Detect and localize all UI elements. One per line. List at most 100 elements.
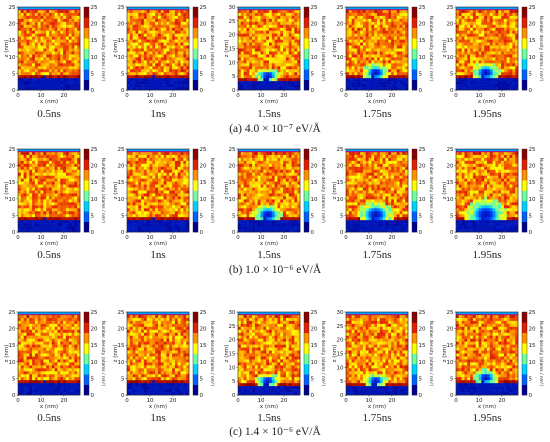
y-tick-label: 5	[450, 71, 454, 77]
time-label: 1ns	[150, 412, 166, 424]
colorbar-label: Number density (atoms / nm³)	[320, 158, 326, 224]
x-tick-label: 0	[344, 235, 348, 241]
y-tick-label: 20	[337, 22, 344, 28]
y-tick-label: 25	[9, 5, 16, 11]
time-label: 1.5ns	[257, 249, 281, 261]
colorbar-tick-label: 10	[91, 55, 98, 61]
colorbar-label: Number density (atoms / nm³)	[428, 16, 434, 82]
colorbar-segment	[412, 353, 417, 365]
colorbar-segment	[412, 211, 417, 222]
time-label: 1.75ns	[362, 108, 392, 120]
colorbar-segment	[522, 211, 527, 222]
colorbar-tick-label: 25	[529, 147, 536, 153]
x-tick-label: 10	[475, 93, 482, 99]
y-tick-label: 5	[12, 71, 16, 77]
colorbar-tick-label: 5	[91, 213, 95, 219]
heatmap-cells	[127, 312, 190, 396]
x-axis-label: x (nm)	[149, 99, 167, 105]
colorbar-segment	[193, 353, 198, 365]
heatmap-cells	[18, 7, 81, 91]
colorbar-segment	[522, 169, 527, 181]
heatmap-cells	[127, 7, 190, 91]
time-label: 1.95ns	[472, 108, 502, 120]
colorbar-tick-label: 10	[529, 55, 536, 61]
x-tick-label: 10	[37, 93, 44, 99]
colorbar-segment	[84, 38, 89, 49]
y-tick-label: 15	[9, 343, 16, 349]
colorbar-segment	[304, 322, 309, 334]
y-tick-label: 10	[337, 365, 344, 371]
colorbar-segment	[522, 7, 527, 18]
x-tick-label: 20	[280, 93, 287, 99]
x-tick-label: 20	[169, 235, 176, 241]
x-tick-label: 10	[365, 235, 372, 241]
y-tick-label: 5	[12, 213, 16, 219]
colorbar-label: Number density (atoms / nm³)	[320, 321, 326, 387]
colorbar-segment	[84, 363, 89, 375]
colorbar-segment	[522, 200, 527, 212]
colorbar-tick-label: 25	[311, 147, 318, 153]
x-axis-label: x (nm)	[40, 404, 58, 410]
colorbar-segment	[84, 180, 89, 191]
colorbar-segment	[193, 312, 198, 323]
colorbar-segment	[304, 343, 309, 354]
x-tick-label: 10	[365, 93, 372, 99]
x-tick-label: 0	[344, 93, 348, 99]
row-caption: (c) 1.4 × 10⁻⁶ eV/Å	[229, 426, 321, 438]
y-tick-label: 10	[447, 197, 454, 203]
x-axis-label: x (nm)	[40, 241, 58, 247]
time-label: 1.95ns	[472, 412, 502, 424]
x-tick-label: 10	[257, 235, 264, 241]
x-tick-label: 20	[60, 93, 67, 99]
y-tick-label: 10	[9, 55, 16, 61]
heatmap-panel: 0 5 10 15 20 25 0 10 20 x (nm) z (nm) 0 5 10 15 20 25 Num…	[440, 146, 550, 247]
y-axis-label: z (nm)	[4, 345, 10, 363]
colorbar-segment	[193, 38, 198, 49]
y-axis-label: z (nm)	[224, 345, 230, 363]
heatmap-panel: 0 5 10 15 20 25 0 10 20 x (nm) z (nm) 0 5 10 15 20 25 Num…	[111, 309, 221, 410]
colorbar-tick-label: 5	[529, 213, 533, 219]
colorbar-tick-label: 20	[311, 164, 318, 170]
time-label: 1ns	[150, 249, 166, 261]
y-tick-label: 25	[447, 5, 454, 11]
colorbar-segment	[412, 58, 417, 70]
colorbar-tick-label: 10	[311, 360, 318, 366]
heatmap-panel: 0 5 10 15 20 25 0 10 20 x (nm) z (nm) 0 5 10 15 20 25 Num…	[2, 309, 112, 410]
colorbar-segment	[193, 200, 198, 212]
colorbar-segment	[193, 149, 198, 160]
heatmap-panel: 0 5 10 15 20 25 0 10 20 x (nm) z (nm) 0 5 10 15 20 25 Num…	[111, 4, 221, 105]
colorbar-tick-label: 5	[311, 71, 315, 77]
time-label: 0.5ns	[37, 108, 61, 120]
row-caption: (b) 1.0 × 10⁻⁶ eV/Å	[228, 264, 322, 276]
colorbar-tick-label: 5	[529, 71, 533, 77]
colorbar-segment	[193, 159, 198, 171]
colorbar-segment	[304, 48, 309, 60]
y-tick-label: 25	[229, 324, 236, 330]
y-axis-label: z (nm)	[332, 40, 338, 58]
colorbar-label: Number density (atoms / nm³)	[428, 321, 434, 387]
colorbar-tick-label: 20	[419, 164, 426, 170]
y-tick-label: 20	[118, 164, 125, 170]
y-tick-label: 0	[340, 230, 344, 236]
colorbar-segment	[412, 159, 417, 171]
y-axis-label: z (nm)	[442, 345, 448, 363]
colorbar-tick-label: 20	[311, 327, 318, 333]
colorbar-tick-label: 15	[311, 38, 318, 44]
y-tick-label: 25	[9, 147, 16, 153]
colorbar-segment	[193, 180, 198, 191]
colorbar-tick-label: 15	[419, 343, 426, 349]
y-axis-label: z (nm)	[4, 40, 10, 58]
colorbar-segment	[84, 211, 89, 222]
colorbar-tick-label: 15	[419, 180, 426, 186]
colorbar-tick-label: 10	[91, 197, 98, 203]
colorbar-segment	[84, 48, 89, 60]
y-tick-label: 25	[229, 19, 236, 25]
heatmap-cells	[18, 149, 81, 233]
x-axis-label: x (nm)	[149, 404, 167, 410]
x-tick-label: 10	[146, 398, 153, 404]
heatmap-panel: 0 5 10 15 20 25 30 0 10 20 x (nm) z (nm) 0 5 10 15 20 25 N…	[222, 309, 332, 410]
